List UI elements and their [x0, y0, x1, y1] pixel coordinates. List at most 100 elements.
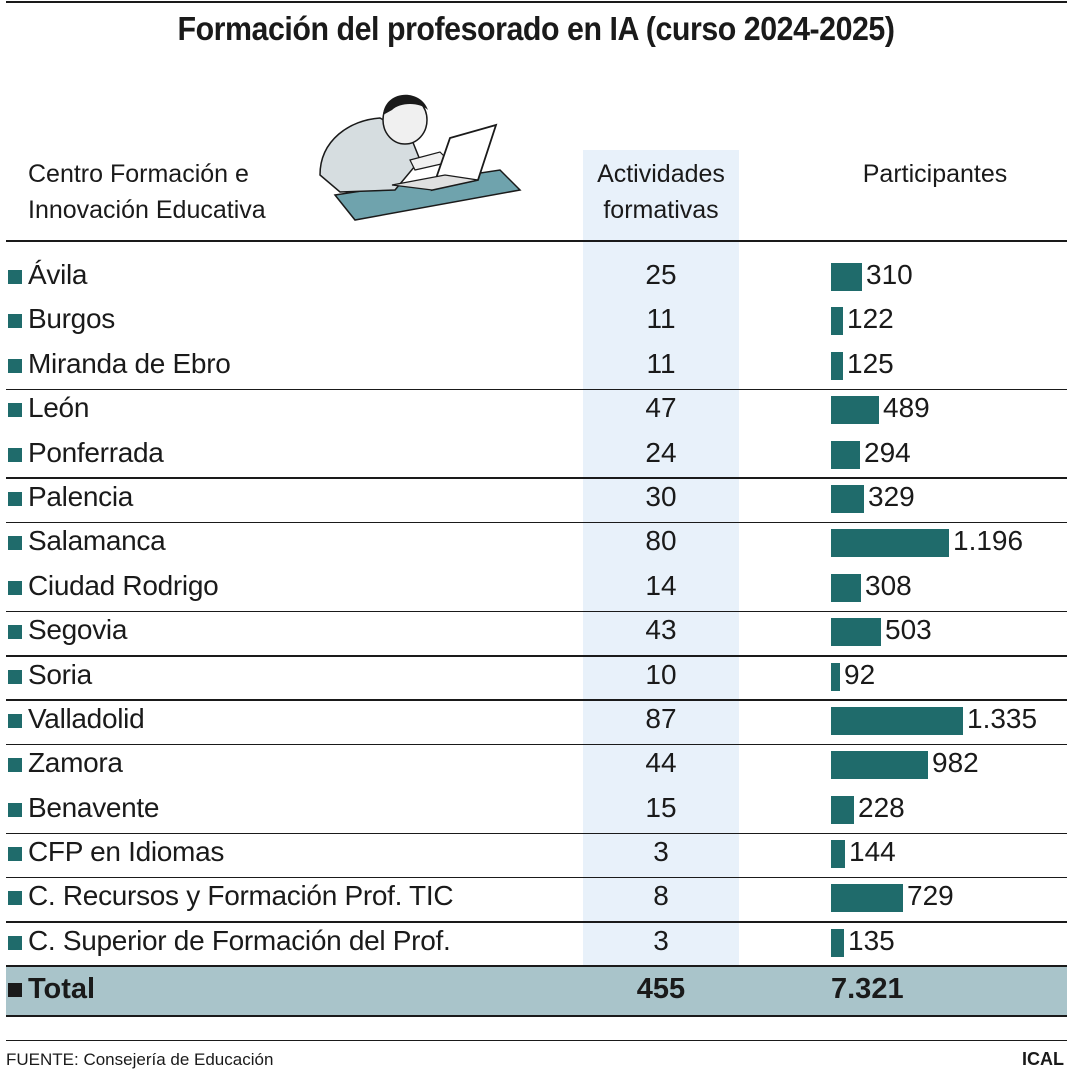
row-separator: [6, 610, 1067, 613]
row-participants: 125: [847, 347, 894, 379]
row-participants: 310: [866, 259, 913, 290]
table-row: Palencia 30 329: [0, 479, 1072, 524]
person-laptop-illustration: [319, 94, 522, 221]
participants-bar: [831, 396, 879, 425]
row-activities: 14: [645, 569, 677, 601]
table-row: Soria 10 92: [0, 657, 1072, 701]
row-marker: [8, 891, 22, 906]
row-activities: 15: [645, 791, 677, 823]
table-row: Salamanca 80 1.196: [0, 523, 1072, 567]
total-participants: 7.321: [831, 973, 904, 1005]
row-participants: 122: [847, 303, 894, 335]
row-marker: [8, 403, 22, 418]
row-participants: 144: [849, 836, 896, 868]
row-center-name: Ponferrada: [28, 436, 164, 468]
table-row: Ávila 25 310: [0, 257, 1072, 301]
row-participants: 1.335: [967, 702, 1038, 734]
header-center-line2: Innovación Educativa: [28, 196, 266, 224]
row-center-name: C. Recursos y Formación Prof. TIC: [28, 880, 454, 912]
row-participants: 982: [932, 747, 979, 779]
row-activities: 24: [645, 436, 677, 468]
row-marker: [8, 580, 22, 595]
row-activities: 47: [645, 392, 677, 424]
participants-bar: [831, 751, 928, 780]
table-row: CFP en Idiomas 3 144: [0, 834, 1072, 879]
total-row: Total 455 7.321: [6, 965, 1067, 1017]
table-row: Ponferrada 24 294: [0, 435, 1072, 479]
row-separator: [6, 921, 1067, 923]
row-center-name: León: [28, 392, 90, 424]
row-marker: [8, 935, 22, 950]
participants-bar: [831, 529, 949, 558]
row-participants: 308: [865, 569, 912, 601]
header-rule: [6, 240, 1067, 242]
row-activities: 25: [645, 259, 677, 290]
participants-bar: [831, 928, 844, 957]
source-note: FUENTE: Consejería de Educación: [6, 1050, 274, 1069]
header-participants: Participantes: [862, 160, 1008, 188]
row-participants: 729: [907, 880, 954, 912]
row-participants: 228: [858, 791, 905, 823]
row-activities: 10: [645, 658, 677, 690]
participants-bar: [831, 573, 861, 602]
top-rule: [6, 1, 1067, 3]
row-participants: 503: [885, 614, 932, 646]
participants-bar: [831, 884, 903, 913]
row-participants: 135: [848, 924, 895, 956]
row-marker: [8, 669, 22, 684]
row-center-name: CFP en Idiomas: [28, 836, 225, 868]
row-marker: [8, 625, 22, 640]
participants-bar: [831, 795, 854, 824]
row-separator: [6, 832, 1067, 835]
row-separator: [6, 876, 1067, 879]
row-center-name: Miranda de Ebro: [28, 347, 231, 379]
row-center-name: Valladolid: [28, 702, 145, 734]
header-center: Centro Formación e Innovación Educativa: [28, 156, 328, 228]
row-participants: 294: [864, 436, 911, 468]
row-marker: [8, 314, 22, 329]
table-row: Benavente 15 228: [0, 790, 1072, 835]
row-center-name: Burgos: [28, 303, 115, 335]
row-center-name: C. Superior de Formación del Prof.: [28, 924, 451, 956]
row-marker: [8, 536, 22, 551]
header-center-line1: Centro Formación e: [28, 160, 249, 188]
participants-bar: [831, 618, 881, 647]
row-activities: 8: [653, 880, 669, 912]
row-activities: 43: [645, 614, 677, 646]
total-activities: 455: [636, 973, 686, 1005]
row-center-name: Salamanca: [28, 525, 166, 557]
row-activities: 87: [645, 702, 677, 734]
participants-bar: [831, 840, 845, 869]
row-center-name: Benavente: [28, 791, 160, 823]
chart-title: Formación del profesorado en IA (curso 2…: [177, 10, 895, 47]
participants-bar: [831, 706, 963, 735]
table-row: Burgos 11 122: [0, 301, 1072, 345]
row-separator: [6, 477, 1067, 479]
participants-bar: [831, 307, 843, 336]
agency-credit: ICAL: [1022, 1049, 1064, 1069]
row-marker: [8, 758, 22, 773]
table-row: Ciudad Rodrigo 14 308: [0, 568, 1072, 613]
table-row: C. Recursos y Formación Prof. TIC 8 729: [0, 878, 1072, 923]
activities-column-highlight: [583, 150, 739, 965]
row-participants: 489: [883, 392, 930, 424]
participants-bar: [831, 263, 862, 291]
data-rows: Ávila 25 310 Burgos 11 122 Miranda de Ebro 11 12…: [0, 257, 1072, 967]
table-row: León 47 489: [0, 390, 1072, 434]
table-row: Segovia 43 503: [0, 612, 1072, 657]
row-marker: [8, 713, 22, 728]
row-activities: 11: [646, 303, 676, 335]
row-center-name: Palencia: [28, 480, 134, 512]
participants-bar: [831, 662, 840, 691]
row-center-name: Segovia: [28, 614, 128, 646]
row-activities: 3: [653, 836, 669, 868]
participants-bar: [831, 440, 860, 469]
table-row: C. Superior de Formación del Prof. 3 135: [0, 923, 1072, 967]
row-separator: [6, 388, 1067, 391]
row-activities: 30: [645, 480, 677, 512]
table-row: Zamora 44 982: [0, 745, 1072, 789]
row-activities: 44: [645, 747, 677, 779]
participants-bar: [831, 484, 864, 513]
row-center-name: Soria: [28, 658, 92, 690]
row-marker: [8, 447, 22, 462]
